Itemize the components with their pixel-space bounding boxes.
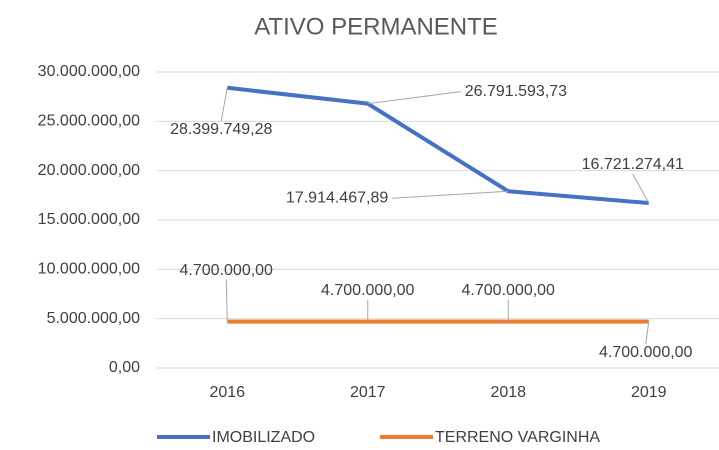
chart-title: ATIVO PERMANENTE [254,13,498,40]
legend-label: IMOBILIZADO [212,429,315,446]
leader-line [367,91,461,105]
y-tick-label: 20.000.000,00 [38,162,140,179]
data-label: 4.700.000,00 [180,262,274,279]
legend-label: TERRENO VARGINHA [435,429,600,446]
data-label: 26.791.593,73 [465,83,567,100]
leader-line [225,279,228,322]
data-label: 17.914.467,89 [286,189,388,206]
y-tick-label: 30.000.000,00 [38,63,140,80]
y-tick-label: 0,00 [109,359,140,376]
y-tick-label: 5.000.000,00 [47,310,141,327]
series-line [227,85,649,206]
leader-line [220,87,228,121]
y-tick-label: 15.000.000,00 [38,211,140,228]
leader-line [392,190,509,199]
x-tick-label: 2016 [209,384,245,401]
leader-line [632,173,650,204]
data-label: 4.700.000,00 [321,282,415,299]
y-tick-label: 25.000.000,00 [38,113,140,130]
leader-line [645,321,650,344]
x-tick-label: 2019 [631,384,667,401]
x-tick-label: 2017 [350,384,386,401]
data-label: 28.399.749,28 [170,121,272,138]
data-label: 16.721.274,41 [582,156,684,173]
data-label: 4.700.000,00 [599,344,693,361]
y-tick-label: 10.000.000,00 [38,261,140,278]
data-label: 4.700.000,00 [462,282,556,299]
x-tick-label: 2018 [490,384,526,401]
